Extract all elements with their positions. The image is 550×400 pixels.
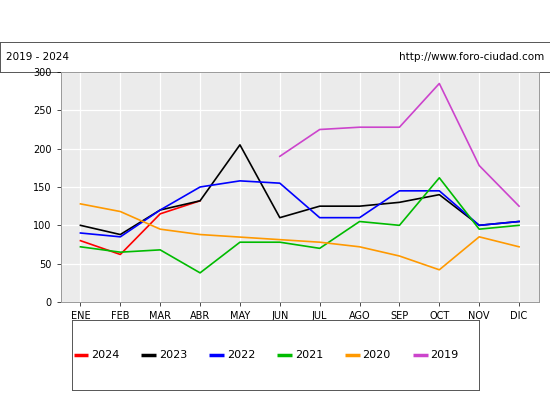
Text: 2019: 2019 (430, 350, 459, 360)
Text: 2019 - 2024: 2019 - 2024 (6, 52, 69, 62)
Text: 2021: 2021 (295, 350, 323, 360)
Text: 2024: 2024 (91, 350, 119, 360)
Text: 2023: 2023 (159, 350, 187, 360)
Text: 2022: 2022 (227, 350, 255, 360)
Text: http://www.foro-ciudad.com: http://www.foro-ciudad.com (399, 52, 544, 62)
Text: Evolucion Nº Turistas Extranjeros en el municipio de Luque: Evolucion Nº Turistas Extranjeros en el … (79, 14, 471, 28)
Text: 2020: 2020 (362, 350, 390, 360)
